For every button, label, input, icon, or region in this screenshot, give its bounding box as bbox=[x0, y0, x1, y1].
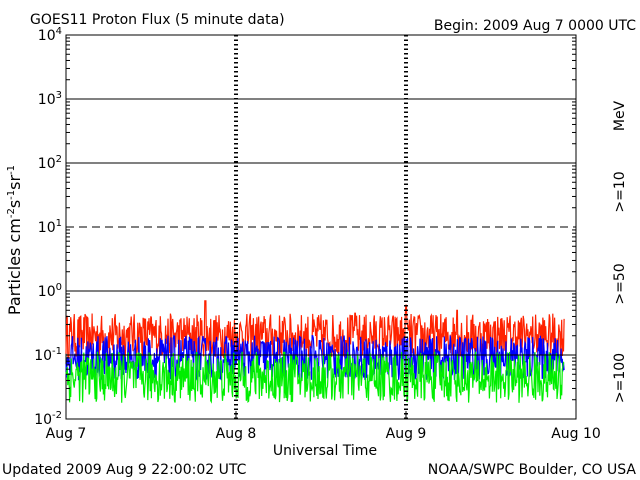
chart-title: GOES11 Proton Flux (5 minute data) bbox=[30, 12, 285, 28]
x-tick-label-0: Aug 7 bbox=[46, 426, 87, 442]
y-tick-exponent: 0 bbox=[56, 282, 62, 293]
y-tick-base: 10 bbox=[38, 156, 56, 172]
grid-layer bbox=[66, 35, 576, 420]
y-tick-exponent: 3 bbox=[56, 90, 62, 101]
y-axis-label-exp1: -2 bbox=[6, 208, 17, 218]
series-line-0 bbox=[65, 300, 565, 360]
series-layer bbox=[65, 300, 565, 404]
y-tick-exponent: 2 bbox=[56, 154, 62, 165]
updated-timestamp: Updated 2009 Aug 9 22:00:02 UTC bbox=[2, 462, 247, 478]
data-source: NOAA/SWPC Boulder, CO USA bbox=[428, 462, 637, 478]
y-tick-label-3: 101 bbox=[38, 218, 62, 236]
y-tick-label-6: 104 bbox=[38, 26, 62, 44]
y-tick-base: 10 bbox=[38, 220, 56, 236]
y-tick-label-5: 103 bbox=[38, 90, 62, 108]
y-tick-base: 10 bbox=[38, 28, 56, 44]
y-tick-base: 10 bbox=[34, 348, 52, 364]
x-tick-label-2: Aug 9 bbox=[386, 426, 427, 442]
y-tick-exponent: -2 bbox=[52, 410, 62, 421]
y-tick-base: 10 bbox=[38, 92, 56, 108]
legend-entry-ge100: >=100 bbox=[612, 353, 628, 403]
x-axis-label: Universal Time bbox=[273, 443, 377, 459]
x-tick-label-3: Aug 10 bbox=[551, 426, 601, 442]
y-tick-label-1: 10-1 bbox=[34, 346, 62, 364]
series-line-2 bbox=[65, 351, 565, 404]
y-tick-exponent: 4 bbox=[56, 26, 62, 37]
legend-entry-ge50: >=50 bbox=[612, 263, 628, 304]
y-tick-exponent: -1 bbox=[52, 346, 62, 357]
y-tick-base: 10 bbox=[34, 412, 52, 428]
y-axis-label-exp2: -1 bbox=[6, 190, 17, 200]
legend-entry-ge10: >=10 bbox=[612, 171, 628, 212]
x-tick-label-1: Aug 8 bbox=[216, 426, 257, 442]
y-axis-label-base: Particles cm bbox=[5, 218, 24, 315]
y-tick-label-4: 102 bbox=[38, 154, 62, 172]
y-tick-base: 10 bbox=[38, 284, 56, 300]
y-tick-label-2: 100 bbox=[38, 282, 62, 300]
legend-unit: MeV bbox=[612, 100, 628, 131]
begin-label: Begin: 2009 Aug 7 0000 UTC bbox=[434, 18, 636, 34]
x-tick-labels: Aug 7 Aug 8 Aug 9 Aug 10 bbox=[46, 411, 601, 442]
y-tick-exponent: 1 bbox=[56, 218, 62, 229]
y-axis-label-exp3: -1 bbox=[6, 165, 17, 175]
y-axis-label: Particles cm-2s-1sr-1 bbox=[5, 165, 24, 315]
y-tick-label-0: 10-2 bbox=[34, 410, 62, 428]
y-axis-label-sr: sr bbox=[5, 175, 24, 190]
y-axis-label-s: s bbox=[5, 200, 24, 208]
